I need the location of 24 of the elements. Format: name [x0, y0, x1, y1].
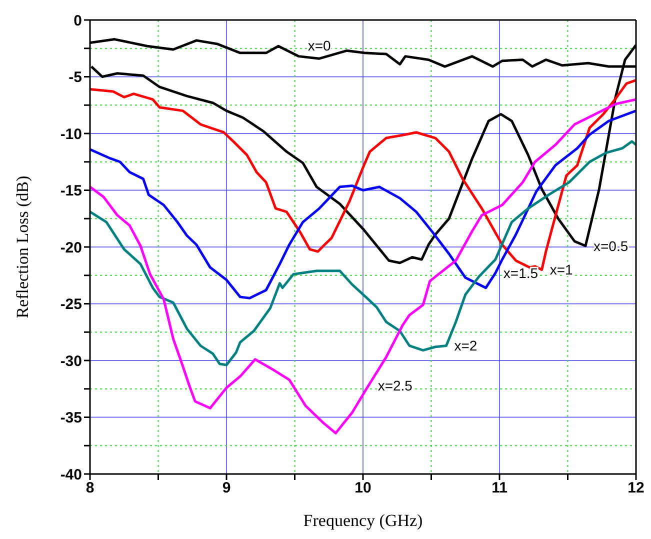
annotation: x=2.5: [378, 377, 413, 394]
y-tick-label: -20: [60, 239, 82, 256]
line-series: [90, 140, 636, 366]
line-series: [90, 98, 636, 434]
y-tick-label: -40: [60, 466, 82, 484]
y-tick-label: -15: [60, 182, 82, 200]
x-tick-label: 12: [628, 480, 644, 497]
x-tick-label: 10: [354, 480, 372, 497]
y-tick-label: -30: [60, 352, 82, 370]
annotation: x=2: [454, 338, 478, 354]
y-tick-label: -10: [60, 126, 82, 143]
annotation: x=1: [550, 262, 573, 278]
x-tick-label: 8: [86, 480, 94, 497]
y-tick-label: -25: [60, 296, 82, 314]
x-tick-label: 9: [222, 480, 231, 497]
y-tick-label: 0: [74, 12, 82, 30]
y-tick-label: -5: [68, 69, 82, 86]
y-axis-title: Reflection Loss (dB): [13, 176, 32, 318]
x-tick-label: 11: [492, 480, 508, 497]
annotation: x=0: [308, 38, 332, 54]
x-axis-title: Frequency (GHz): [303, 511, 423, 530]
annotation: x=1.5: [503, 265, 538, 282]
line-series: [90, 110, 636, 300]
y-tick-label: -35: [60, 410, 82, 427]
